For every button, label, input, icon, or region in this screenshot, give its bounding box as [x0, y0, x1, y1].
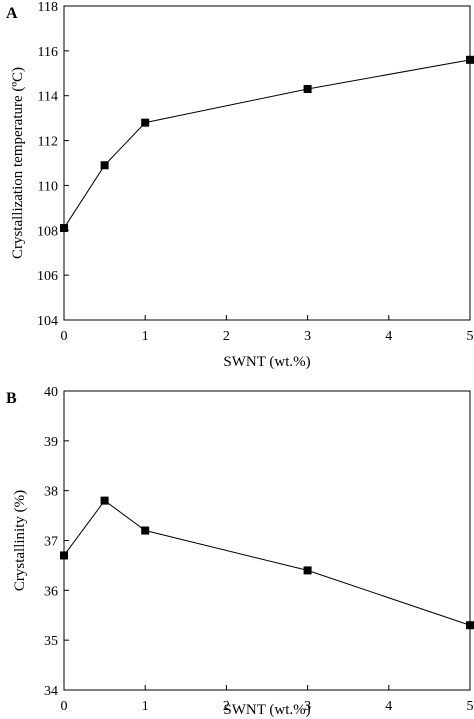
- data-point: [303, 566, 312, 575]
- y-tick-label: 34: [44, 684, 58, 699]
- data-point: [141, 118, 150, 127]
- data-point: [141, 526, 150, 535]
- x-tick-label: 1: [142, 329, 149, 344]
- panel-letter: B: [6, 390, 17, 407]
- x-tick-label: 5: [467, 699, 474, 714]
- x-tick-label: 3: [304, 699, 311, 714]
- y-tick-label: 35: [44, 634, 58, 649]
- y-axis-title: Crystallization temperature (ºC): [10, 67, 26, 259]
- panel-letter: A: [6, 5, 18, 22]
- y-tick-label: 104: [37, 314, 58, 329]
- data-point: [466, 55, 474, 64]
- x-tick-label: 3: [304, 329, 311, 344]
- data-point: [100, 496, 109, 505]
- y-tick-label: 112: [38, 135, 58, 150]
- data-point: [60, 224, 68, 233]
- y-tick-label: 110: [38, 179, 58, 194]
- panel-a: A 104 106 108 110 112 114 116 118 0 1 2 3 4 5 SWNT (wt.…: [6, 0, 474, 370]
- data-point: [466, 621, 474, 630]
- x-axis-title: SWNT (wt.%): [223, 354, 310, 370]
- y-tick-label: 38: [44, 485, 58, 500]
- x-tick-label: 0: [61, 699, 68, 714]
- plot-frame: [63, 5, 471, 321]
- y-tick-label: 118: [38, 0, 58, 15]
- y-axis-title: Crystallinity (%): [12, 490, 28, 591]
- data-point: [60, 551, 68, 560]
- x-tick-label: 2: [223, 699, 230, 714]
- x-tick-label: 4: [385, 329, 392, 344]
- data-point: [100, 161, 109, 170]
- series-line: [63, 59, 471, 229]
- y-tick-label: 108: [37, 224, 58, 239]
- plot-frame: [63, 390, 471, 691]
- y-tick-label: 116: [38, 45, 58, 60]
- y-tick-label: 36: [44, 584, 58, 599]
- y-tick-label: 40: [44, 385, 58, 400]
- y-tick-label: 106: [37, 269, 58, 284]
- y-tick-label: 39: [44, 435, 58, 450]
- x-tick-label: 1: [142, 699, 149, 714]
- x-tick-label: 0: [61, 329, 68, 344]
- x-tick-label: 5: [467, 329, 474, 344]
- y-tick-label: 114: [38, 90, 58, 105]
- series-line: [63, 499, 471, 626]
- y-tick-label: 37: [44, 535, 58, 550]
- x-tick-label: 2: [223, 329, 230, 344]
- x-axis-title: SWNT (wt.%): [223, 702, 310, 718]
- x-tick-label: 4: [385, 699, 392, 714]
- data-point: [303, 84, 312, 93]
